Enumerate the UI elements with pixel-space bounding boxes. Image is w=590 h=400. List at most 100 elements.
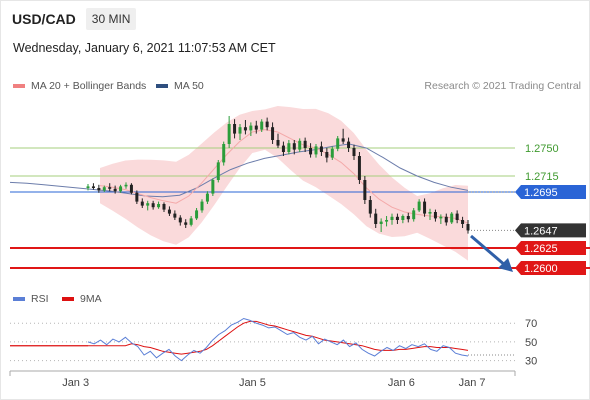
candle-body [146, 203, 150, 206]
x-tick-label: Jan 7 [459, 377, 486, 389]
x-tick-label: Jan 5 [239, 377, 266, 389]
candle-body [157, 204, 161, 208]
x-tick-label: Jan 6 [388, 377, 415, 389]
candle-body [423, 201, 427, 214]
legend-rsi: RSI [13, 293, 49, 305]
legend-9ma-label: 9MA [80, 293, 102, 305]
candle-body [254, 125, 258, 130]
candle-body [211, 180, 215, 194]
rsi-ma9-line [10, 320, 469, 355]
bollinger-band [100, 106, 468, 261]
legend-ma50-label: MA 50 [174, 80, 204, 92]
candle-body [325, 152, 329, 158]
candle-body [390, 216, 394, 220]
candle-body [292, 143, 296, 150]
level-tag-text: 1.2647 [524, 225, 558, 237]
candle-body [151, 203, 155, 208]
candle-body [238, 127, 242, 134]
candle-body [401, 216, 405, 220]
legend-ma20-label: MA 20 + Bollinger Bands [31, 80, 147, 92]
level-tag-text: 1.2625 [524, 243, 558, 255]
candle-body [444, 216, 448, 223]
candle-body [113, 188, 117, 192]
candle-body [395, 216, 399, 220]
candle-body [406, 216, 410, 220]
candle-body [97, 188, 101, 191]
candle-body [243, 127, 247, 131]
candle-body [119, 186, 123, 192]
candle-body [189, 218, 193, 225]
timeframe-badge[interactable]: 30 MIN [85, 8, 137, 30]
ma9-swatch [62, 297, 74, 301]
forecast-arrow-head [498, 258, 513, 272]
candle-body [108, 187, 112, 189]
candle-body [140, 201, 144, 206]
candle-body [439, 216, 443, 219]
candle-body [135, 192, 139, 202]
rsi-level-label: 30 [525, 356, 537, 368]
candle-body [347, 141, 351, 148]
candle-body [357, 156, 361, 180]
candle-body [276, 140, 280, 146]
candle-body [341, 138, 345, 142]
legend-ma20: MA 20 + Bollinger Bands [13, 80, 146, 92]
candle-body [374, 213, 378, 224]
candle-body [385, 220, 389, 222]
candle-body [227, 124, 231, 144]
candle-body [233, 124, 237, 134]
ma20-line [99, 129, 469, 224]
candle-body [461, 220, 465, 224]
x-tick-label: Jan 3 [62, 377, 89, 389]
candle-body [287, 143, 291, 152]
candle-body [379, 221, 383, 224]
level-tag-support: 1.2625 [515, 241, 586, 255]
candle-body [466, 224, 470, 231]
candle-body [433, 212, 437, 219]
candle-body [216, 162, 220, 180]
level-tag-bg [515, 241, 586, 255]
candle-body [412, 210, 416, 220]
candle-body [314, 146, 318, 155]
candle-body [265, 121, 269, 128]
candle-body [205, 193, 209, 202]
ma50-swatch [156, 84, 168, 88]
candle-body [129, 184, 133, 193]
candle-body [260, 121, 264, 130]
candle-body [298, 140, 302, 150]
symbol-title: USD/CAD [12, 11, 76, 27]
candle-body [455, 213, 459, 220]
level-label: 1.2750 [525, 143, 559, 155]
candle-body [417, 201, 421, 211]
legend-ma50: MA 50 [156, 80, 204, 92]
level-tag-text: 1.2600 [524, 263, 558, 275]
candle-body [102, 187, 106, 191]
candle-body [124, 184, 128, 187]
legend-rsi-label: RSI [31, 293, 49, 305]
candle-body [167, 209, 171, 214]
candle-body [184, 222, 188, 225]
candle-body [336, 138, 340, 149]
chart-credit: Research © 2021 Trading Central [424, 80, 581, 92]
level-tag-current: 1.2647 [515, 223, 586, 238]
candle-body [330, 148, 334, 158]
candle-body [222, 144, 226, 163]
candle-body [178, 217, 182, 223]
candle-body [173, 213, 177, 218]
forecast-arrow-shaft [470, 234, 507, 268]
candle-body [428, 212, 432, 214]
legend-9ma: 9MA [62, 293, 102, 305]
candle-body [200, 201, 204, 211]
ma20-swatch [13, 84, 25, 88]
ma50-line [9, 143, 469, 198]
candle-body [281, 145, 285, 152]
rsi-level-label: 50 [525, 337, 537, 349]
rsi-swatch [13, 297, 25, 301]
candle-body [271, 127, 275, 140]
candle-body [352, 148, 356, 156]
chart-datetime: Wednesday, January 6, 2021 11:07:53 AM C… [13, 41, 276, 55]
candle-body [91, 186, 95, 188]
candle-body [450, 213, 454, 223]
candle-body [319, 146, 323, 152]
level-tag-pivot: 1.2695 [515, 185, 586, 199]
